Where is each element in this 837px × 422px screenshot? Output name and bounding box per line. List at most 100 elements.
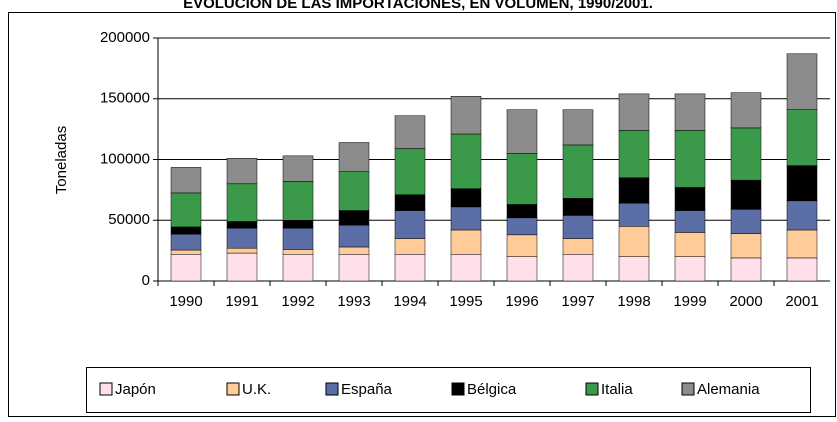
- y-axis-label: Toneladas: [53, 126, 70, 194]
- bar-segment: [618, 226, 650, 257]
- legend-swatch: [325, 382, 339, 396]
- bar-segment: [394, 115, 426, 149]
- legend-swatch: [585, 382, 599, 396]
- x-tick-label: 1990: [169, 293, 202, 310]
- bar-segment: [562, 198, 594, 216]
- chart-title: EVOLUCIÓN DE LAS IMPORTACIONES, EN VOLUM…: [183, 0, 653, 12]
- bar-segment: [282, 220, 314, 229]
- bar-segment: [226, 227, 258, 249]
- x-tick-label: 2000: [729, 293, 762, 310]
- legend-label: Alemania: [697, 381, 760, 398]
- bar-segment: [562, 144, 594, 199]
- y-tick-label: 150000: [100, 90, 150, 107]
- x-tick-label: 1994: [393, 293, 426, 310]
- bar-segment: [338, 142, 370, 172]
- legend-swatch: [99, 382, 113, 396]
- x-tick-label: 1997: [561, 293, 594, 310]
- bar-segment: [226, 158, 258, 185]
- legend-label: España: [341, 381, 393, 398]
- bar-segment: [282, 155, 314, 182]
- bar-segment: [450, 254, 482, 282]
- bar-segment: [618, 93, 650, 131]
- bar-segment: [618, 177, 650, 204]
- bar-segment: [674, 232, 706, 257]
- bar-segment: [562, 109, 594, 146]
- bar-segment: [170, 226, 202, 235]
- bar-segment: [618, 256, 650, 282]
- y-tick-label: 100000: [100, 150, 150, 167]
- bar-segment: [674, 130, 706, 188]
- bar-segment: [338, 224, 370, 248]
- x-tick-label: 1999: [673, 293, 706, 310]
- x-tick-label: 1992: [281, 293, 314, 310]
- bar-segment: [786, 229, 818, 259]
- bar-segment: [674, 256, 706, 282]
- bar-segment: [338, 210, 370, 226]
- legend-swatch: [226, 382, 240, 396]
- bar-segment: [674, 210, 706, 233]
- bar-segment: [674, 187, 706, 211]
- bar-segment: [506, 234, 538, 257]
- bar-segment: [450, 188, 482, 208]
- bar-segment: [338, 171, 370, 211]
- bar-segment: [450, 229, 482, 255]
- bar-segment: [450, 206, 482, 231]
- bar-segment: [338, 254, 370, 282]
- bar-segment: [226, 221, 258, 229]
- bar-segment: [786, 165, 818, 202]
- bar-segment: [674, 93, 706, 131]
- legend-label: Italia: [601, 381, 633, 398]
- bar-segment: [226, 252, 258, 282]
- bar-segment: [730, 92, 762, 129]
- y-tick-label: 50000: [108, 211, 150, 228]
- bar-segment: [506, 153, 538, 205]
- bar-segment: [450, 96, 482, 135]
- bar-segment: [338, 246, 370, 255]
- x-tick-label: 1995: [449, 293, 482, 310]
- legend-label: Bélgica: [467, 381, 517, 398]
- bar-segment: [394, 238, 426, 255]
- bar-segment: [394, 148, 426, 195]
- bar-segment: [170, 233, 202, 251]
- y-tick-label: 200000: [100, 29, 150, 46]
- bar-segment: [394, 194, 426, 211]
- legend-box: [86, 367, 811, 413]
- bar-segment: [562, 215, 594, 239]
- bar-segment: [170, 167, 202, 194]
- bar-segment: [226, 247, 258, 254]
- bar-segment: [618, 202, 650, 227]
- legend-swatch: [681, 382, 695, 396]
- bar-segment: [170, 254, 202, 282]
- legend-swatch: [451, 382, 465, 396]
- bar-segment: [506, 217, 538, 236]
- bar-segment: [282, 254, 314, 282]
- x-tick-label: 2001: [785, 293, 818, 310]
- bar-segment: [786, 257, 818, 282]
- bar-segment: [226, 183, 258, 222]
- x-tick-label: 1996: [505, 293, 538, 310]
- legend-label: Japón: [115, 381, 156, 398]
- bar-segment: [282, 249, 314, 255]
- bar-segment: [394, 254, 426, 282]
- bar-segment: [730, 127, 762, 181]
- x-tick-label: 1998: [617, 293, 650, 310]
- bar-segment: [170, 249, 202, 255]
- bar-segment: [786, 53, 818, 110]
- bar-segment: [450, 133, 482, 189]
- bar-segment: [730, 257, 762, 282]
- bar-segment: [170, 192, 202, 228]
- bar-segment: [562, 238, 594, 255]
- x-tick-label: 1993: [337, 293, 370, 310]
- bar-segment: [394, 210, 426, 239]
- bar-segment: [730, 233, 762, 259]
- bar-segment: [730, 209, 762, 234]
- bar-segment: [282, 227, 314, 250]
- bar-segment: [506, 109, 538, 154]
- bar-segment: [786, 109, 818, 166]
- bar-segment: [506, 204, 538, 219]
- bar-segment: [562, 254, 594, 282]
- bar-segment: [730, 179, 762, 210]
- bar-segment: [618, 130, 650, 178]
- bar-segment: [786, 200, 818, 231]
- x-tick-label: 1991: [225, 293, 258, 310]
